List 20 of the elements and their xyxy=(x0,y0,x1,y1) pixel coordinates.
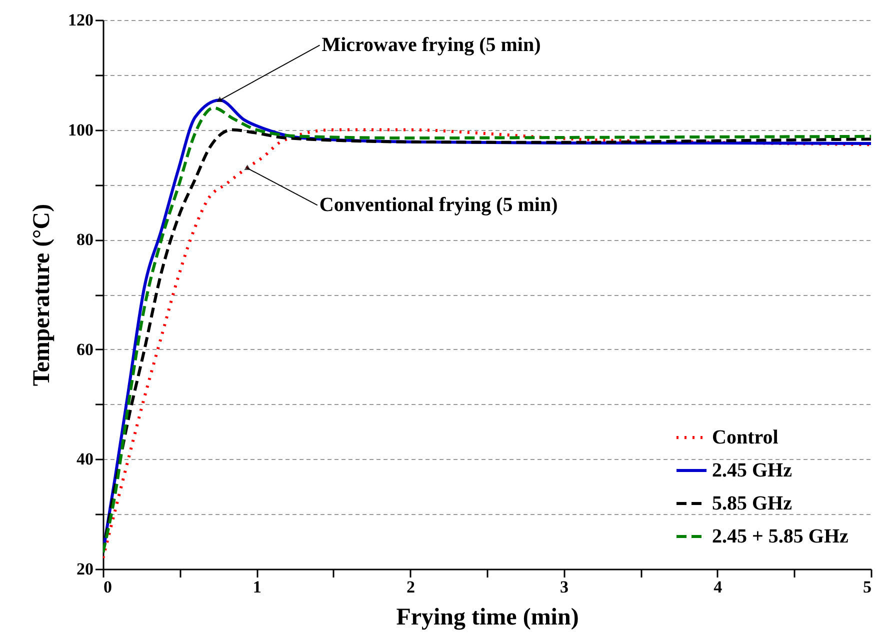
x-axis-title: Frying time (min) xyxy=(396,604,579,630)
x-tick-label: 0 xyxy=(104,578,112,596)
legend-label: Control xyxy=(712,426,779,448)
y-tick-label: 40 xyxy=(76,450,94,469)
legend-label: 5.85 GHz xyxy=(712,492,792,514)
annotation: Conventional frying (5 min) xyxy=(319,194,558,216)
y-tick-label: 60 xyxy=(76,340,94,359)
x-tick-label: 3 xyxy=(560,578,569,596)
y-tick-label: 100 xyxy=(68,120,94,140)
x-tick-label: 2 xyxy=(406,578,415,596)
x-tick-label: 4 xyxy=(714,578,723,596)
y-tick-label: 80 xyxy=(76,230,94,250)
x-tick-label: 5 xyxy=(863,578,872,596)
y-tick-label: 120 xyxy=(68,10,94,30)
legend-label: 2.45 + 5.85 GHz xyxy=(712,526,849,548)
annotation: Microwave frying (5 min) xyxy=(322,34,541,56)
y-axis-title: Temperature (°C) xyxy=(29,204,55,386)
y-tick-label: 20 xyxy=(76,560,94,578)
legend-label: 2.45 GHz xyxy=(712,460,792,482)
x-tick-label: 1 xyxy=(252,578,262,596)
